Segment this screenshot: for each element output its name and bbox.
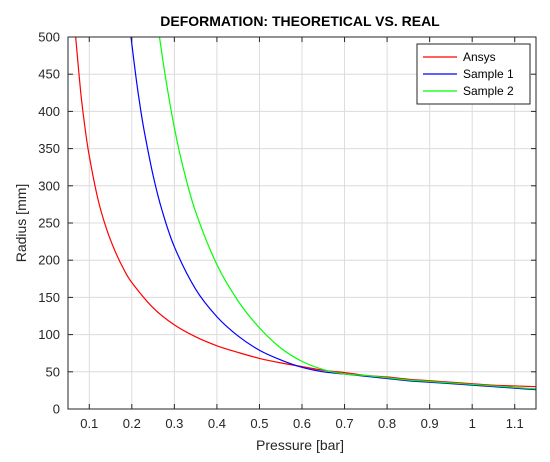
x-tick-label: 0.5 [250,416,268,431]
legend-label: Sample 2 [463,84,514,98]
y-tick-label: 400 [38,104,60,119]
y-tick-label: 0 [53,402,60,417]
x-tick-label: 0.3 [165,416,183,431]
x-tick-label: 0.4 [208,416,226,431]
series-line-sample-1 [130,36,537,391]
y-tick-label: 500 [38,30,60,45]
y-tick-label: 300 [38,178,60,193]
x-axis: 0.1 0.2 0.3 0.4 0.5 0.6 0.7 0.8 0.9 1 1.1 [80,37,524,431]
y-tick-label: 450 [38,67,60,82]
x-tick-label: 0.1 [80,416,98,431]
legend-label: Sample 1 [463,67,514,81]
series-line-sample-2 [158,36,537,390]
y-tick-label: 250 [38,216,60,231]
x-tick-label: 1.1 [506,416,524,431]
series-line-ansys [75,36,537,388]
y-tick-label: 350 [38,141,60,156]
x-tick-label: 0.8 [378,416,396,431]
x-axis-label: Pressure [bar] [256,437,344,453]
legend-label: Ansys [463,50,496,64]
x-tick-label: 1 [469,416,476,431]
y-tick-label: 100 [38,327,60,342]
series-group [75,36,537,391]
x-tick-label: 0.7 [336,416,354,431]
y-tick-label: 200 [38,253,60,268]
y-tick-label: 50 [46,364,60,379]
chart-title: DEFORMATION: THEORETICAL VS. REAL [160,13,440,29]
y-axis: 0 50 100 150 200 250 300 350 400 450 500 [38,30,536,417]
legend: Ansys Sample 1 Sample 2 [416,43,531,105]
y-tick-label: 150 [38,290,60,305]
x-tick-label: 0.9 [421,416,439,431]
x-tick-label: 0.2 [123,416,141,431]
y-axis-label: Radius [mm] [13,184,29,263]
x-tick-label: 0.6 [293,416,311,431]
